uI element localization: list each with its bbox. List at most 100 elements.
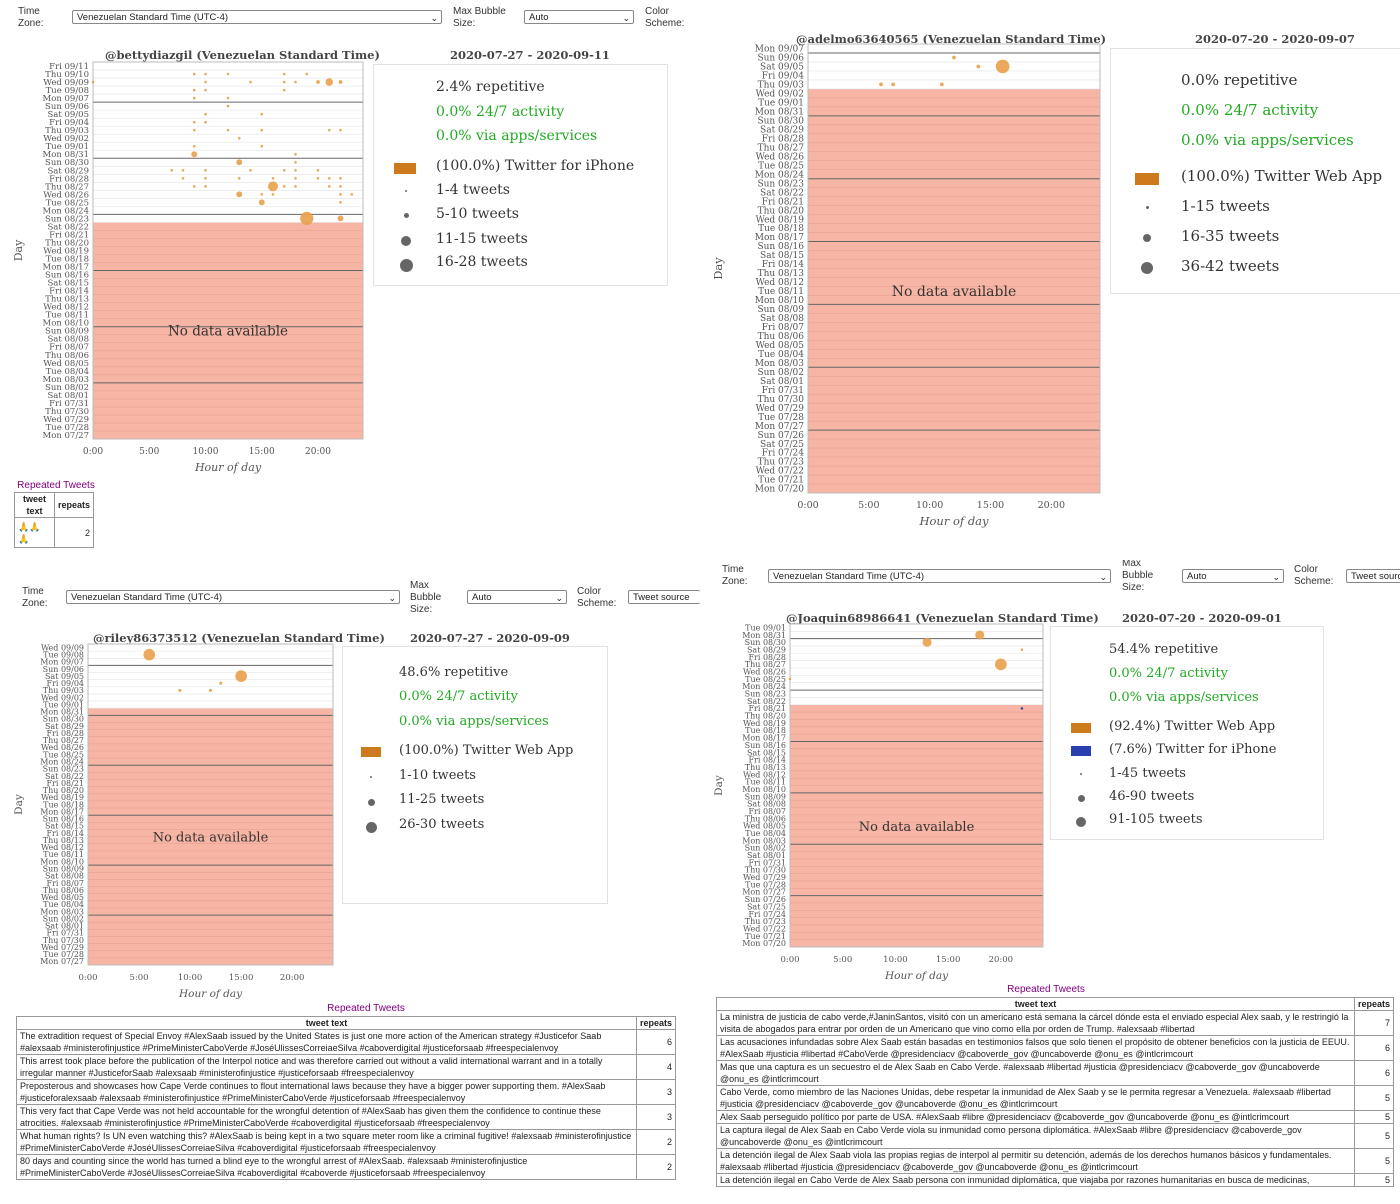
tweet-bubble	[976, 64, 981, 69]
legend-swatch	[1135, 173, 1159, 185]
y-tick-label: Wed 08/26	[43, 190, 89, 200]
chevron-down-icon: ⌄	[622, 13, 630, 23]
y-tick-label: Wed 08/12	[743, 770, 786, 779]
repeat-count: 5	[1353, 1085, 1395, 1111]
y-axis-label: Day	[12, 239, 25, 261]
y-tick-label: Tue 08/18	[43, 800, 84, 809]
y-tick-label: Mon 07/20	[755, 485, 805, 495]
tweet-bubble	[192, 120, 196, 124]
y-tick-label: Sun 08/30	[45, 158, 89, 168]
y-tick-label: Fri 07/31	[46, 929, 84, 938]
date-range: 2020-07-20 - 2020-09-07	[1195, 32, 1355, 46]
tweet-bubble	[236, 191, 243, 198]
time-zone-select[interactable]: Venezuelan Standard Time (UTC-4) ⌄	[72, 10, 442, 24]
y-tick-label: Wed 07/29	[41, 943, 84, 952]
chevron-down-icon: ⌄	[1099, 572, 1107, 582]
y-tick-label: Thu 07/30	[745, 866, 786, 875]
col-repeats: repeats	[53, 492, 95, 518]
legend-source: (100.0%) Twitter for iPhone	[436, 158, 635, 174]
tweet-bubble	[325, 78, 333, 86]
legend-size-dot	[401, 236, 411, 246]
color-scheme-label: Color Scheme:	[645, 6, 685, 29]
y-tick-label: Tue 07/28	[758, 413, 804, 423]
y-tick-label: Wed 08/26	[41, 743, 84, 752]
legend-repetitive: 54.4% repetitive	[1109, 642, 1219, 657]
date-range: 2020-07-27 - 2020-09-09	[410, 631, 570, 645]
table-row: What human rights? Is UN even watching t…	[16, 1129, 677, 1155]
y-tick-label: Thu 08/27	[745, 660, 786, 669]
bubble-size-select[interactable]: Auto ⌄	[524, 10, 634, 24]
y-tick-label: Thu 07/30	[43, 936, 84, 945]
color-scheme-value: Tweet source	[633, 592, 690, 603]
color-scheme-select[interactable]: Tweet sourc	[1346, 569, 1400, 583]
y-tick-label: Mon 08/10	[755, 296, 805, 306]
y-tick-label: Mon 08/24	[40, 758, 84, 767]
x-tick-label: 5:00	[139, 447, 159, 457]
panel-joaquin68986641: Time Zone: Venezuelan Standard Time (UTC…	[700, 560, 1400, 1204]
date-range: 2020-07-27 - 2020-09-11	[450, 48, 610, 62]
bubble-size-select[interactable]: Auto ⌄	[467, 590, 567, 604]
table-row: This arrest took place before the public…	[16, 1054, 677, 1080]
y-tick-label: Fri 08/14	[49, 287, 89, 297]
time-zone-value: Venezuelan Standard Time (UTC-4)	[71, 592, 223, 603]
y-tick-label: Wed 09/02	[756, 90, 804, 100]
legend-size: 16-35 tweets	[1181, 227, 1280, 245]
legend-apps: 0.0% via apps/services	[1109, 690, 1259, 705]
y-tick-label: Thu 08/06	[745, 814, 786, 823]
y-tick-label: Fri 08/28	[46, 729, 84, 738]
legend-swatch	[394, 163, 416, 174]
chart-title: @bettydiazgil (Venezuelan Standard Time)	[105, 48, 380, 62]
tweet-text: 🙏🙏🙏	[14, 517, 55, 548]
no-data-label: No data available	[892, 284, 1017, 300]
repeat-count: 5	[1353, 1110, 1395, 1124]
bubble-size-select[interactable]: Auto ⌄	[1182, 569, 1284, 583]
table-row: La detención ilegal en Cabo Verde de Ale…	[716, 1173, 1395, 1187]
tweet-bubble	[339, 176, 342, 180]
time-zone-value: Venezuelan Standard Time (UTC-4)	[77, 12, 229, 23]
time-zone-select[interactable]: Venezuelan Standard Time (UTC-4) ⌄	[768, 569, 1111, 583]
y-tick-label: Fri 07/24	[762, 449, 804, 459]
y-tick-label: Wed 08/19	[743, 719, 786, 728]
table-row: La ministra de justicia de cabo verde,#J…	[716, 1010, 1395, 1036]
time-zone-select[interactable]: Venezuelan Standard Time (UTC-4) ⌄	[66, 590, 400, 604]
y-tick-label: Tue 08/11	[758, 287, 804, 297]
y-tick-label: Mon 07/27	[742, 888, 786, 897]
x-tick-label: 10:00	[883, 955, 908, 965]
x-tick-label: 0:00	[83, 447, 103, 457]
tweet-bubble	[282, 168, 286, 172]
tweet-bubble	[300, 211, 314, 226]
y-tick-label: Thu 09/10	[45, 70, 89, 80]
y-tick-label: Sun 08/16	[43, 815, 84, 824]
bubble-size-label: Max Bubble Size:	[410, 580, 442, 615]
y-tick-label: Thu 08/13	[43, 836, 84, 845]
y-tick-label: Sat 08/01	[747, 851, 786, 860]
bubble-size-label: Max Bubble Size:	[1122, 560, 1154, 593]
y-tick-label: Wed 09/09	[41, 643, 84, 652]
y-tick-label: Sat 08/15	[760, 251, 804, 261]
y-tick-label: Tue 08/04	[46, 367, 89, 377]
y-tick-label: Thu 08/13	[45, 295, 89, 305]
y-tick-label: Mon 07/27	[40, 957, 84, 966]
color-scheme-select[interactable]: Tweet source	[628, 590, 700, 604]
tweet-text: Preposterous and showcases how Cape Verd…	[16, 1079, 637, 1105]
tweet-bubble	[192, 72, 196, 76]
repeat-count: 3	[635, 1104, 677, 1130]
tweet-bubble	[249, 80, 252, 84]
y-tick-label: Mon 08/24	[742, 682, 786, 691]
x-tick-label: 15:00	[977, 500, 1004, 511]
chart-title: @riley86373512 (Venezuelan Standard Time…	[93, 631, 385, 645]
legend-size: 16-28 tweets	[436, 254, 528, 270]
time-zone-label: Time Zone:	[18, 6, 44, 29]
y-tick-label: Sun 08/30	[43, 715, 84, 724]
y-tick-label: Tue 08/25	[758, 161, 804, 171]
y-tick-label: Fri 09/04	[762, 72, 804, 82]
tweet-bubble	[316, 176, 320, 180]
tweet-text: What human rights? Is UN even watching t…	[16, 1129, 637, 1155]
chart-legend: 2.4% repetitive 0.0% 24/7 activity 0.0% …	[373, 64, 668, 286]
y-tick-label: Fri 08/21	[46, 779, 84, 788]
legend-size: 1-10 tweets	[399, 768, 476, 783]
repeat-count: 2	[635, 1154, 677, 1180]
y-tick-label: Thu 07/23	[758, 458, 805, 468]
tweet-text: La detención ilegal en Cabo Verde de Ale…	[716, 1173, 1355, 1187]
